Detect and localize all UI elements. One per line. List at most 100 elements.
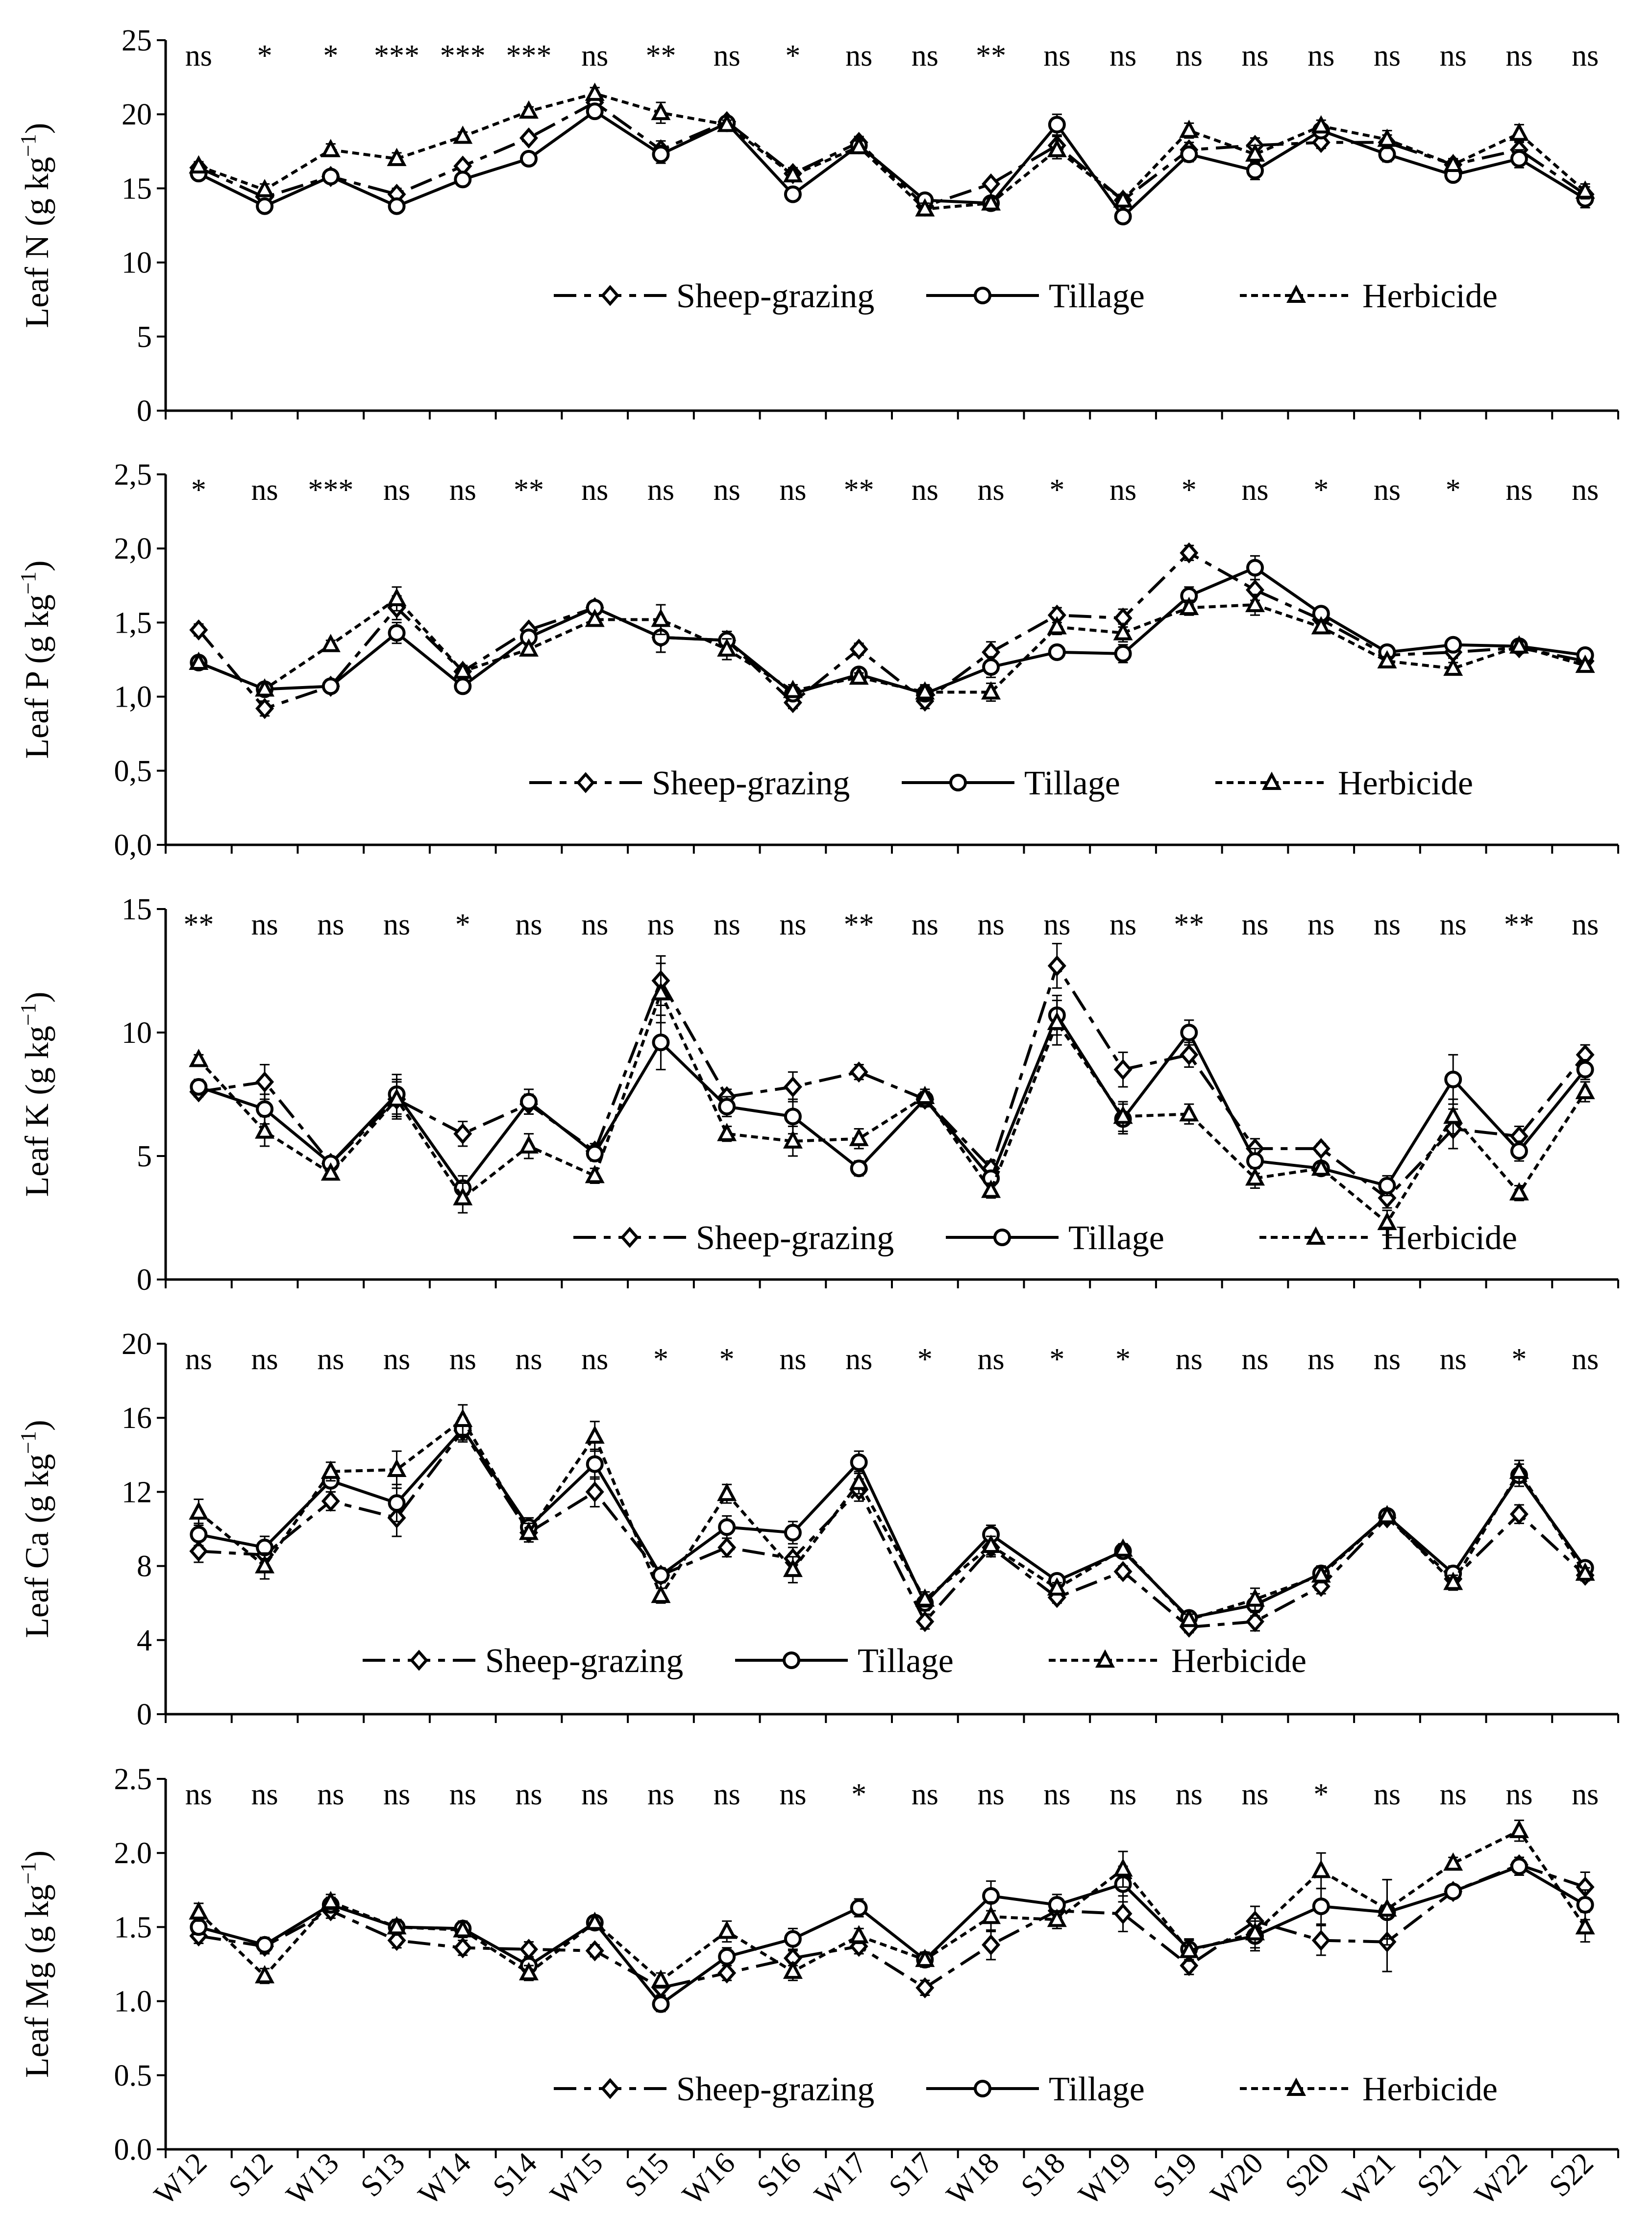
significance-label: ns (1505, 39, 1532, 73)
legend: Sheep-grazing Tillage Herbicide (363, 1642, 1307, 1680)
panel-leaf-k: 0 5 10 15 Leaf K (g kg−1) ** ns ns ns * ns ns ns ns ns… (16, 893, 1619, 1297)
y-axis-label-unit: (g kg (18, 1454, 55, 1524)
data-point (1245, 1167, 1265, 1186)
data-point (1510, 149, 1528, 168)
data-point (783, 1130, 803, 1149)
data-point (651, 101, 671, 121)
data-point (321, 139, 341, 157)
x-tick-label: W17 (808, 2146, 873, 2212)
legend-marker (1286, 284, 1307, 303)
significance-label: ns (317, 908, 344, 941)
significance-label: ns (1440, 39, 1467, 73)
data-point (1048, 643, 1066, 661)
significance-label: ** (1174, 908, 1204, 941)
data-point (783, 164, 803, 183)
x-tick-label: W13 (280, 2146, 345, 2212)
data-point (1179, 1103, 1199, 1122)
series-line (198, 1863, 1586, 1990)
significance-label: ns (912, 39, 938, 73)
data-point (255, 1120, 275, 1139)
y-axis-label-unit: (g kg (18, 1026, 55, 1095)
significance-label: * (455, 908, 470, 941)
data-point (849, 136, 869, 154)
data-point (1312, 1897, 1330, 1916)
data-point (453, 660, 473, 679)
significance-label: *** (308, 473, 353, 507)
data-point (1180, 1044, 1199, 1065)
significance-label: ns (714, 908, 740, 941)
significance-label: ** (514, 473, 544, 507)
data-point (1311, 1138, 1331, 1159)
data-point (255, 1555, 275, 1574)
y-tick-label: 1,0 (114, 681, 152, 714)
significance-label: ns (1572, 39, 1599, 73)
significance-label: ns (647, 908, 674, 941)
data-point (1113, 1059, 1133, 1081)
legend-label: Herbicide (1382, 1219, 1517, 1257)
data-point (585, 1164, 605, 1183)
data-point (982, 173, 1001, 195)
legend-marker (1095, 1649, 1115, 1668)
y-axis-label-close: ) (18, 1420, 55, 1431)
data-point (651, 982, 671, 1001)
significance-label: ns (1505, 1778, 1532, 1811)
data-point (1443, 1852, 1463, 1871)
legend-marker (600, 285, 620, 306)
data-point (454, 171, 472, 189)
data-point (1180, 1024, 1198, 1041)
data-point (387, 588, 407, 607)
significance-label: ** (976, 39, 1006, 73)
data-point (518, 1962, 539, 1981)
significance-label: * (191, 473, 206, 507)
significance-label: ns (1176, 1778, 1203, 1811)
y-axis-label-exponent: −1 (16, 1862, 40, 1885)
significance-label: * (851, 1778, 866, 1811)
y-axis-label: Leaf N (g kg−1) (16, 123, 55, 328)
data-point (652, 1034, 670, 1052)
y-tick-label: 0,5 (114, 755, 152, 788)
significance-label: ns (449, 1778, 476, 1811)
data-point (1377, 128, 1397, 147)
significance-label: ns (317, 1778, 344, 1811)
y-tick-label: 10 (122, 246, 152, 280)
significance-label: ns (714, 473, 740, 507)
significance-label: ns (779, 1343, 806, 1376)
data-point (1047, 1908, 1067, 1927)
y-tick-label: 2.5 (114, 1763, 152, 1796)
series-line (197, 1417, 1587, 1622)
legend-label: Herbicide (1171, 1642, 1307, 1680)
panel-leaf-mg: 0.0 0.5 1.0 1.5 2.0 2.5 Leaf Mg (g kg−1) ns ns ns… (16, 1763, 1619, 2166)
significance-label: ns (1043, 908, 1070, 941)
series-line (198, 100, 1586, 208)
series-herbicide (189, 1404, 1595, 1627)
significance-label: * (1313, 1778, 1329, 1811)
data-point (849, 639, 868, 660)
y-tick-label: 8 (137, 1550, 152, 1583)
y-tick-label: 16 (122, 1402, 152, 1435)
data-point (784, 1930, 802, 1948)
legend-label: Tillage (1068, 1219, 1164, 1257)
data-point (1179, 120, 1199, 138)
significance-label: ns (185, 39, 212, 73)
data-point (981, 1534, 1001, 1553)
significance-label: ns (515, 1778, 542, 1811)
data-point (585, 1940, 604, 1962)
data-point (388, 1494, 406, 1512)
y-axis-label-name: Leaf P (18, 664, 55, 759)
significance-label: ns (1176, 1343, 1203, 1376)
data-point (1047, 1577, 1067, 1596)
data-point (1245, 1588, 1265, 1607)
significance-label: ns (845, 39, 872, 73)
significance-label: * (653, 1343, 668, 1376)
data-point (717, 1482, 737, 1502)
y-tick-label: 5 (137, 320, 152, 354)
data-point (1311, 115, 1331, 134)
data-point (1048, 116, 1066, 134)
data-point (850, 1899, 868, 1917)
series-line (198, 1426, 1587, 1620)
significance-label: ns (1241, 39, 1268, 73)
significance-label: ns (779, 1778, 806, 1811)
data-point (1575, 654, 1595, 673)
